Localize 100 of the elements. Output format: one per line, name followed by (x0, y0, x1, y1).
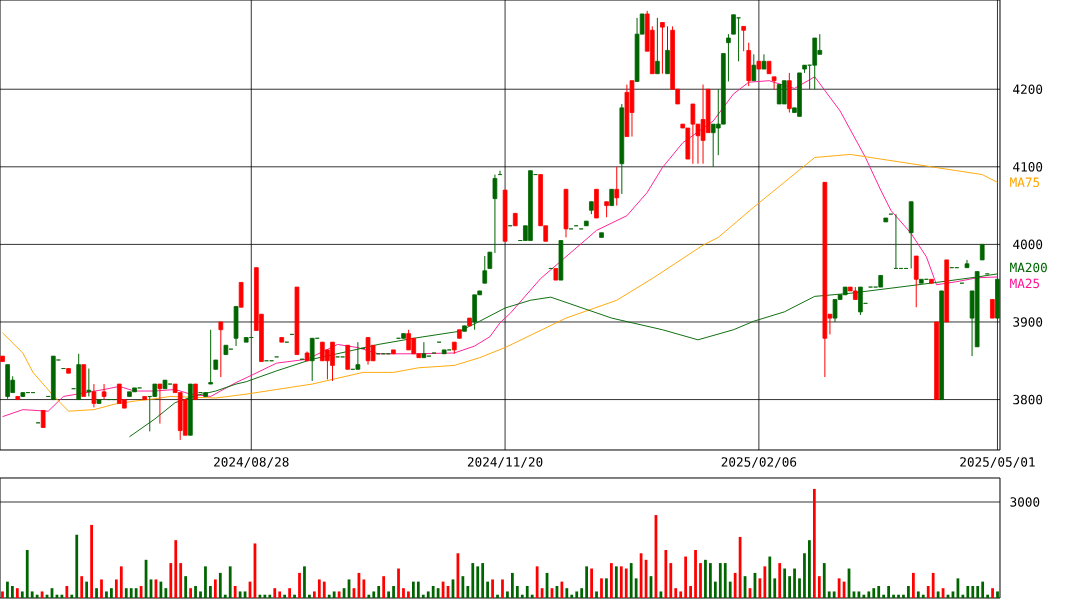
bar (481, 563, 485, 598)
bar (877, 585, 881, 598)
candlestick (761, 53, 767, 70)
y-tick-label: 4000 (1013, 239, 1043, 250)
bar (664, 549, 668, 598)
bar (372, 591, 376, 598)
bar (298, 572, 301, 598)
bar (392, 585, 395, 598)
candlestick (741, 25, 746, 52)
y-tick-label: 4200 (1013, 84, 1043, 95)
bar (605, 578, 608, 598)
bar (233, 585, 237, 598)
bar (530, 594, 534, 598)
bar (991, 588, 994, 598)
bar (798, 578, 801, 598)
bar (971, 585, 975, 598)
bar (308, 594, 311, 598)
bar (332, 591, 336, 598)
bar (95, 588, 98, 598)
bar (580, 588, 584, 598)
bar (436, 588, 440, 598)
bar (431, 585, 435, 598)
candlestick (86, 368, 92, 397)
x-tick-label: 2025/05/01 (960, 457, 1035, 468)
bar (961, 594, 965, 598)
bar (6, 581, 9, 598)
bar (218, 572, 222, 598)
bar (511, 572, 514, 598)
candlestick (771, 76, 777, 90)
candlestick (101, 383, 107, 401)
bar (80, 576, 84, 598)
bar (867, 591, 871, 598)
y-tick-label: 4100 (1013, 162, 1043, 172)
bar (610, 563, 613, 598)
bar (515, 585, 519, 598)
bar (679, 591, 683, 598)
candlestick (218, 321, 224, 378)
bar (684, 556, 688, 598)
bar (817, 576, 821, 598)
bar (486, 581, 490, 598)
bar (723, 563, 727, 598)
bar (35, 594, 39, 598)
bar (213, 579, 217, 598)
bar (70, 594, 74, 598)
bar (793, 568, 796, 598)
bar (317, 579, 321, 598)
bar (90, 524, 93, 598)
bar (832, 591, 836, 598)
bar (397, 568, 400, 598)
bar (624, 568, 628, 598)
bar (827, 591, 831, 598)
bar (907, 585, 910, 598)
bar (283, 594, 287, 598)
candlestick (492, 174, 498, 254)
bar (981, 581, 985, 598)
bar (694, 549, 697, 598)
candlestick (660, 22, 665, 75)
x-tick-label: 2024/08/28 (214, 457, 289, 468)
bar (872, 588, 876, 598)
bar (184, 576, 188, 598)
series-label: MA75 (1010, 177, 1040, 188)
bar (887, 585, 890, 598)
bar (466, 585, 470, 598)
bar (169, 563, 173, 598)
bar (718, 563, 722, 598)
bar (674, 588, 678, 598)
bar (25, 549, 29, 598)
line-series (128, 273, 998, 438)
bar (387, 591, 391, 598)
bar (699, 563, 702, 598)
bar (520, 594, 524, 598)
bar (585, 566, 589, 598)
candlestick (655, 17, 660, 75)
bar (382, 576, 386, 598)
bar (709, 563, 712, 598)
bar (773, 578, 777, 598)
bar (228, 566, 232, 598)
bar (535, 566, 539, 598)
candlestick (91, 383, 97, 408)
bar (496, 594, 499, 598)
bar (704, 559, 707, 598)
candlestick (690, 103, 696, 165)
bar (669, 563, 673, 598)
bar (377, 585, 381, 598)
bar (882, 594, 886, 598)
candlestick (665, 25, 670, 75)
bar (897, 594, 900, 598)
bar (337, 591, 341, 598)
bar (788, 576, 791, 598)
series-label: MA200 (1010, 262, 1047, 273)
bar (590, 568, 593, 598)
bar (491, 579, 494, 598)
bar (996, 591, 999, 598)
bar (763, 566, 767, 598)
bar (461, 576, 465, 598)
bar (263, 594, 267, 598)
y-tick-label: 3900 (1013, 317, 1043, 327)
bar (966, 585, 970, 598)
bar (223, 594, 227, 598)
bar (174, 540, 178, 598)
